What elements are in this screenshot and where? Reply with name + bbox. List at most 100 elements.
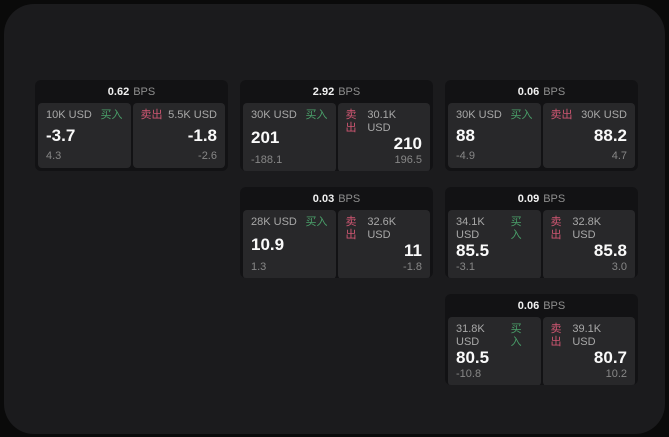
- sell-amount: 30.1K USD: [367, 109, 397, 135]
- quote-card: 0.03 BPS 28K USD 买入 10.9 1.3 卖出 32.6K US…: [240, 187, 433, 278]
- sell-tile[interactable]: 卖出 32.6K USD 11 -1.8: [337, 210, 430, 278]
- buy-label: 买入: [510, 323, 522, 349]
- buy-tile[interactable]: 34.1K USD 买入 85.5 -3.1: [448, 210, 541, 278]
- quote-body: 30K USD 买入 88 -4.9 卖出 30K USD 88.2 4.7: [445, 103, 638, 171]
- buy-tile[interactable]: 10K USD 买入 -3.7 4.3: [38, 103, 131, 168]
- buy-tile-top: 30K USD 买入: [251, 109, 328, 122]
- buy-tile[interactable]: 28K USD 买入 10.9 1.3: [243, 210, 336, 278]
- sell-amount: 39.1K USD: [572, 323, 602, 349]
- spread-unit: BPS: [543, 192, 566, 205]
- buy-price: 10.9: [251, 234, 285, 254]
- buy-label: 买入: [510, 109, 533, 121]
- sell-label: 卖出: [345, 216, 357, 242]
- sell-tile-top: 卖出 30.1K USD: [346, 109, 423, 135]
- spread-unit: BPS: [338, 85, 361, 98]
- sell-price: 210: [393, 134, 422, 154]
- sell-tile[interactable]: 卖出 30.1K USD 210 196.5: [337, 103, 430, 171]
- sell-tile-top: 卖出 39.1K USD: [551, 323, 628, 349]
- quote-body: 31.8K USD 买入 80.5 -10.8 卖出 39.1K USD 80.…: [445, 317, 638, 385]
- sell-delta: 4.7: [611, 149, 627, 162]
- buy-delta: -188.1: [251, 154, 283, 167]
- buy-price: -3.7: [46, 125, 76, 145]
- buy-price: 85.5: [456, 241, 490, 261]
- sell-label: 卖出: [550, 323, 562, 349]
- sell-tile-top: 卖出 5.5K USD: [141, 109, 218, 122]
- sell-delta: -2.6: [198, 149, 217, 162]
- spread-header: 0.06 BPS: [445, 80, 638, 103]
- spread-header: 0.09 BPS: [445, 187, 638, 210]
- buy-price: 201: [251, 127, 280, 147]
- cards-grid: 0.62 BPS 10K USD 买入 -3.7 4.3 卖出 5.5K USD…: [35, 80, 638, 385]
- spread-value: 0.03: [312, 192, 335, 205]
- buy-delta: -3.1: [456, 261, 475, 274]
- spread-unit: BPS: [543, 299, 566, 312]
- buy-tile[interactable]: 30K USD 买入 201 -188.1: [243, 103, 336, 171]
- spread-header: 0.03 BPS: [240, 187, 433, 210]
- buy-amount: 10K USD: [46, 109, 92, 121]
- buy-amount: 30K USD: [456, 109, 502, 121]
- sell-amount: 32.8K USD: [572, 216, 602, 242]
- buy-delta: 4.3: [46, 149, 62, 162]
- spread-unit: BPS: [133, 85, 156, 98]
- sell-label: 卖出: [345, 109, 357, 135]
- buy-label: 买入: [100, 109, 123, 121]
- spread-value: 0.06: [517, 85, 540, 98]
- spread-value: 0.06: [517, 299, 540, 312]
- sell-delta: -1.8: [403, 261, 422, 274]
- sell-tile-top: 卖出 32.8K USD: [551, 216, 628, 242]
- sell-label: 卖出: [140, 109, 163, 121]
- sell-tile[interactable]: 卖出 5.5K USD -1.8 -2.6: [132, 103, 225, 168]
- quote-body: 28K USD 买入 10.9 1.3 卖出 32.6K USD 11 -1.8: [240, 210, 433, 278]
- sell-price: 85.8: [593, 241, 627, 261]
- buy-tile-top: 34.1K USD 买入: [456, 216, 533, 242]
- sell-tile[interactable]: 卖出 32.8K USD 85.8 3.0: [542, 210, 635, 278]
- sell-price: 88.2: [593, 125, 627, 145]
- sell-price: 11: [404, 241, 422, 261]
- sell-price: -1.8: [187, 125, 217, 145]
- sell-delta: 196.5: [394, 154, 422, 167]
- buy-delta: -10.8: [456, 368, 482, 381]
- buy-tile[interactable]: 30K USD 买入 88 -4.9: [448, 103, 541, 168]
- spread-header: 0.62 BPS: [35, 80, 228, 103]
- spread-header: 0.06 BPS: [445, 294, 638, 317]
- sell-amount: 5.5K USD: [168, 109, 217, 121]
- quote-card: 0.09 BPS 34.1K USD 买入 85.5 -3.1 卖出 32.8K…: [445, 187, 638, 278]
- spread-value: 0.62: [107, 85, 130, 98]
- sell-tile[interactable]: 卖出 30K USD 88.2 4.7: [542, 103, 635, 168]
- buy-amount: 34.1K USD: [456, 216, 485, 242]
- buy-tile-top: 31.8K USD 买入: [456, 323, 533, 349]
- spread-unit: BPS: [543, 85, 566, 98]
- sell-tile-top: 卖出 30K USD: [551, 109, 628, 122]
- spread-header: 2.92 BPS: [240, 80, 433, 103]
- quote-card: 0.06 BPS 30K USD 买入 88 -4.9 卖出 30K USD 8…: [445, 80, 638, 171]
- sell-delta: 3.0: [611, 261, 627, 274]
- spread-value: 2.92: [312, 85, 335, 98]
- sell-amount: 32.6K USD: [367, 216, 397, 242]
- buy-delta: -4.9: [456, 149, 475, 162]
- spread-unit: BPS: [338, 192, 361, 205]
- buy-label: 买入: [510, 216, 522, 242]
- buy-amount: 31.8K USD: [456, 323, 485, 349]
- buy-tile-top: 10K USD 买入: [46, 109, 123, 122]
- buy-tile[interactable]: 31.8K USD 买入 80.5 -10.8: [448, 317, 541, 385]
- buy-tile-top: 30K USD 买入: [456, 109, 533, 122]
- sell-price: 80.7: [593, 348, 627, 368]
- quote-body: 10K USD 买入 -3.7 4.3 卖出 5.5K USD -1.8 -2.…: [35, 103, 228, 171]
- sell-label: 卖出: [550, 216, 562, 242]
- buy-tile-top: 28K USD 买入: [251, 216, 328, 229]
- sell-delta: 10.2: [605, 368, 627, 381]
- sell-tile[interactable]: 卖出 39.1K USD 80.7 10.2: [542, 317, 635, 385]
- buy-price: 80.5: [456, 348, 490, 368]
- quote-card: 2.92 BPS 30K USD 买入 201 -188.1 卖出 30.1K …: [240, 80, 433, 171]
- sell-label: 卖出: [550, 109, 573, 121]
- buy-amount: 28K USD: [251, 216, 297, 228]
- quote-body: 34.1K USD 买入 85.5 -3.1 卖出 32.8K USD 85.8…: [445, 210, 638, 278]
- quote-body: 30K USD 买入 201 -188.1 卖出 30.1K USD 210 1…: [240, 103, 433, 171]
- buy-amount: 30K USD: [251, 109, 297, 121]
- buy-label: 买入: [305, 216, 328, 228]
- quote-card: 0.62 BPS 10K USD 买入 -3.7 4.3 卖出 5.5K USD…: [35, 80, 228, 171]
- sell-tile-top: 卖出 32.6K USD: [346, 216, 423, 242]
- buy-label: 买入: [305, 109, 328, 121]
- sell-amount: 30K USD: [581, 109, 627, 121]
- quote-card: 0.06 BPS 31.8K USD 买入 80.5 -10.8 卖出 39.1…: [445, 294, 638, 385]
